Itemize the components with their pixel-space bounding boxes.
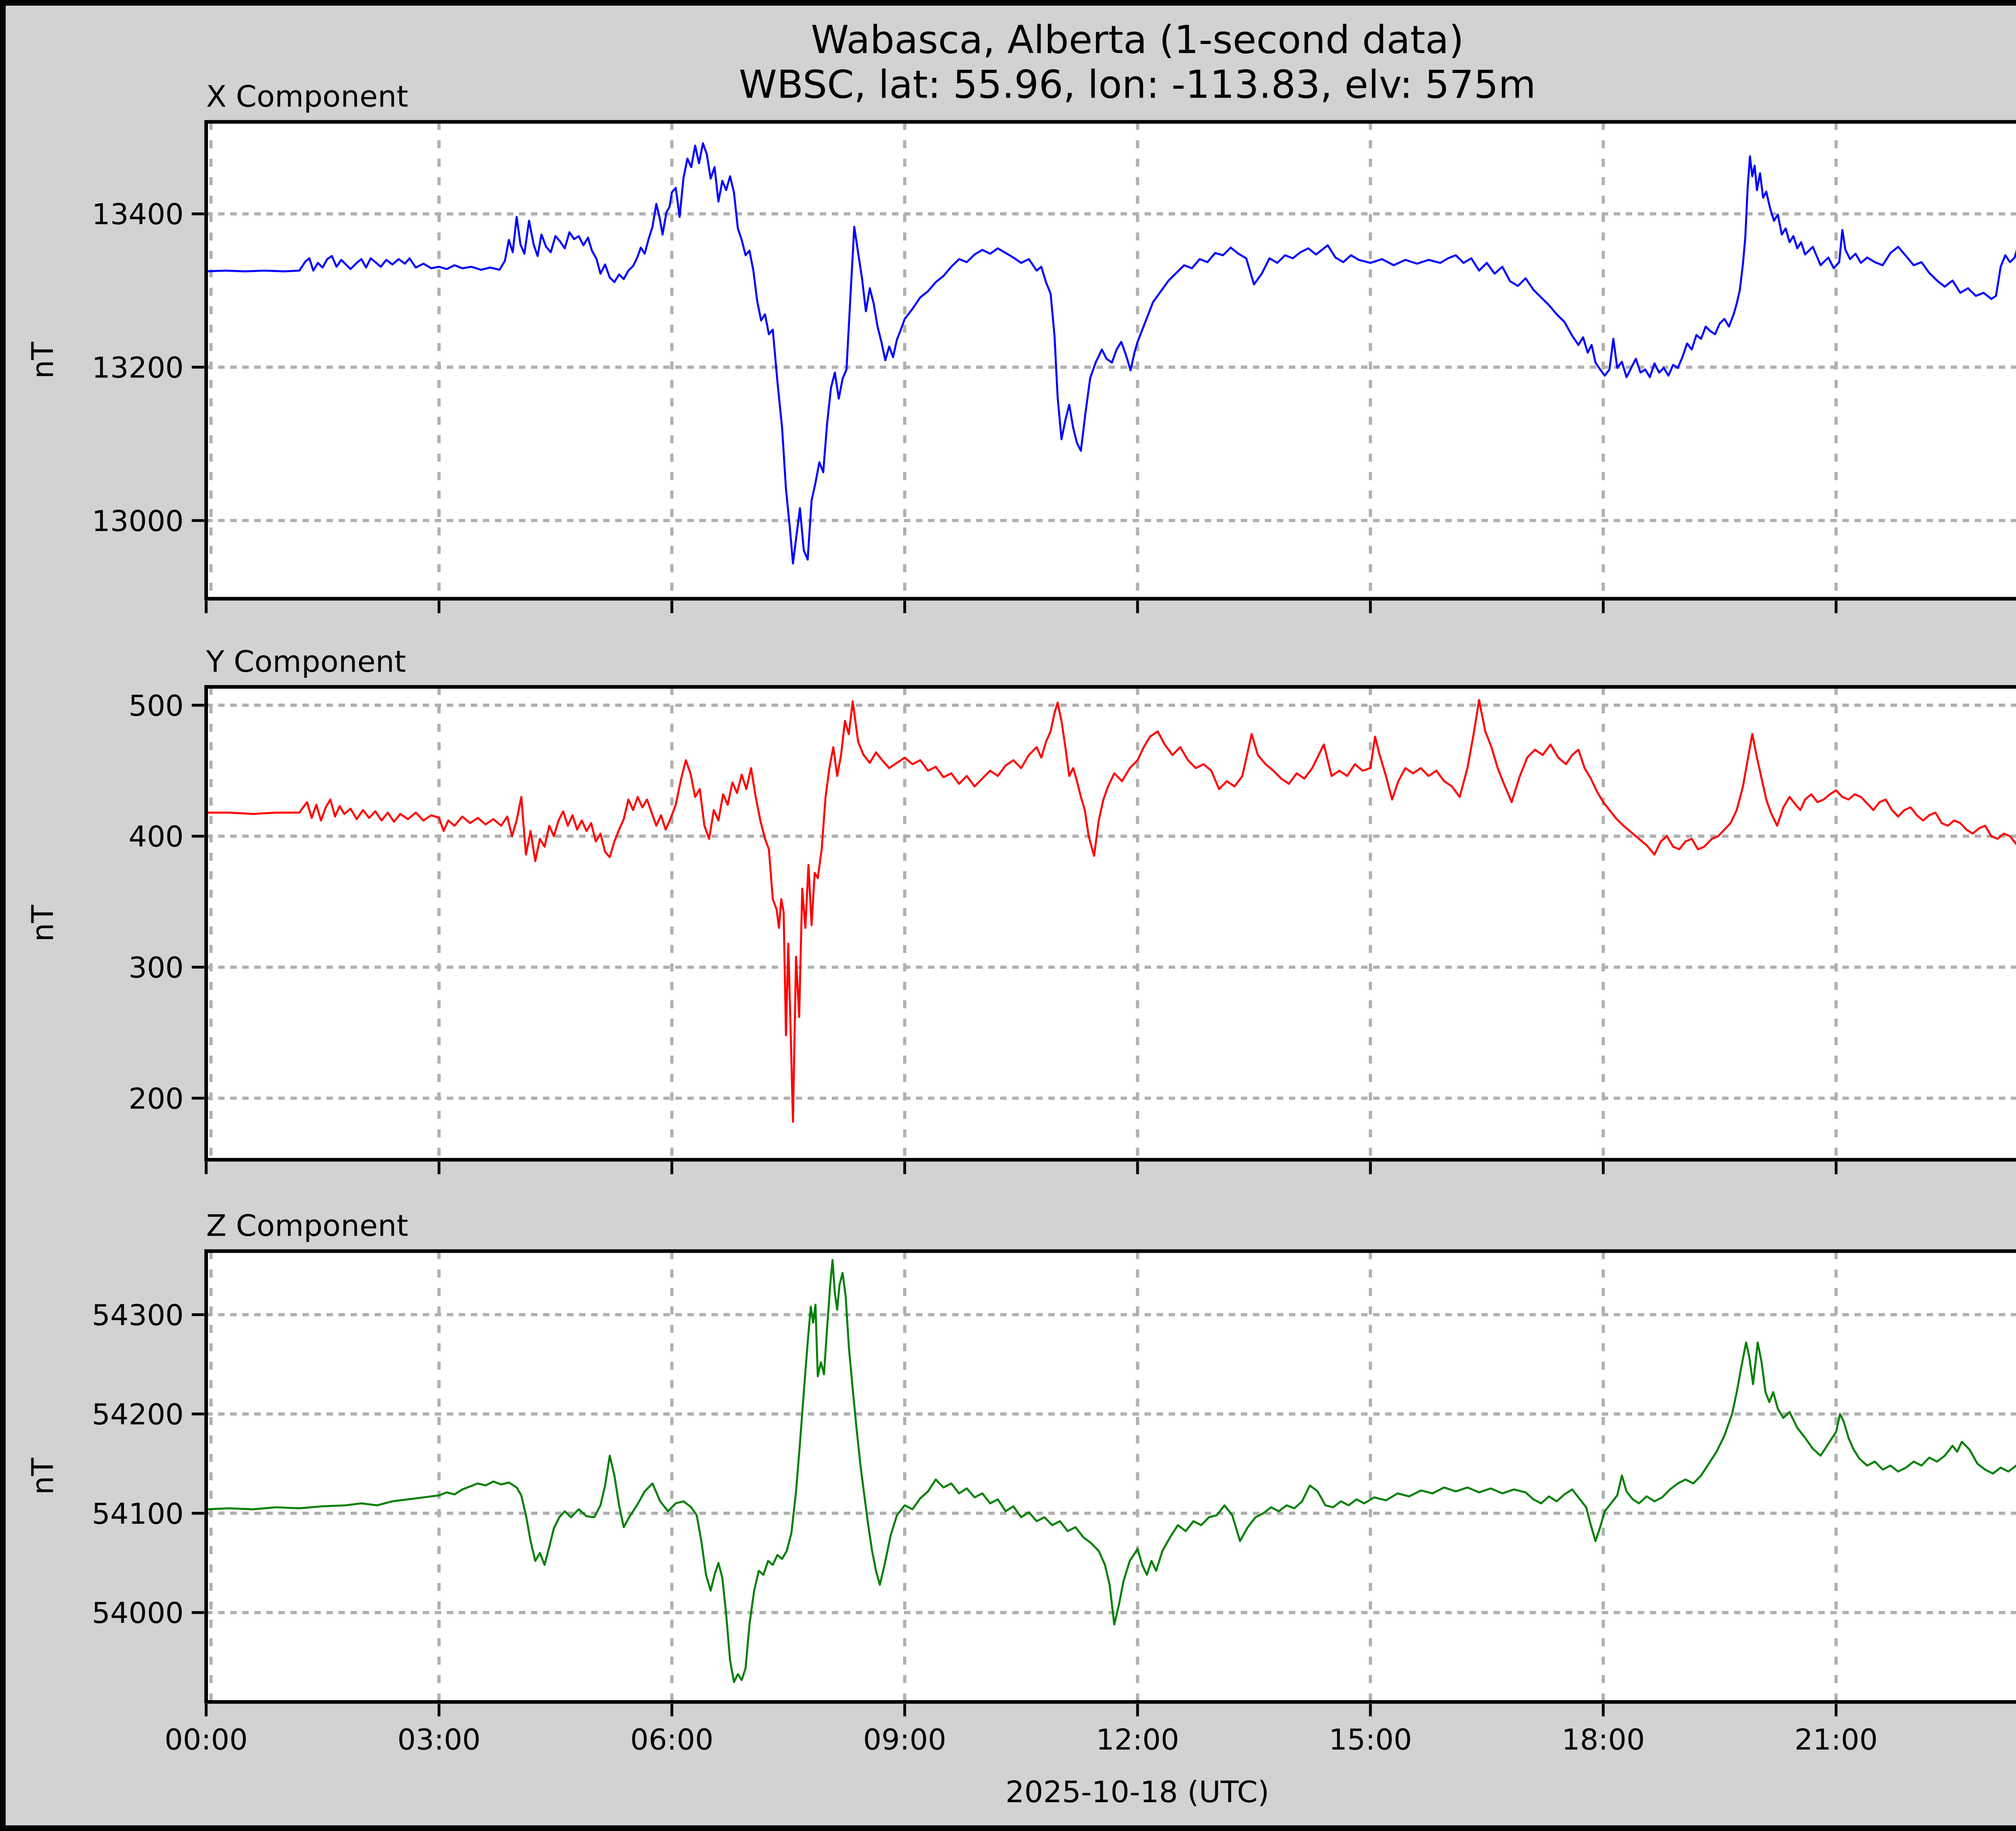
plot-area xyxy=(206,687,2016,1160)
figure-title-line2: WBSC, lat: 55.96, lon: -113.83, elv: 575… xyxy=(739,62,1536,107)
plot-border xyxy=(204,685,2016,1162)
x-tick-label: 12:00 xyxy=(1096,1723,1179,1756)
y-axis-label: nT xyxy=(26,904,60,942)
plot-border xyxy=(204,1249,2016,1704)
plot-layers: 54000 54100 54200 54300 xyxy=(92,1249,2016,1716)
y-tick-label: 54200 xyxy=(92,1398,184,1431)
series-line-z xyxy=(205,1259,2016,1683)
y-tick-label: 300 xyxy=(129,951,184,985)
y-tick-label: 500 xyxy=(129,689,184,723)
subplot-y: 200 300 400 500 Y Component nT xyxy=(26,645,2016,1175)
subplot-title: Z Component xyxy=(206,1209,408,1243)
y-tick-label: 200 xyxy=(129,1082,184,1115)
y-axis-label: nT xyxy=(26,1458,60,1495)
y-tick-label: 400 xyxy=(129,820,184,854)
plot-layers: 13000 13200 13400 xyxy=(92,120,2016,613)
series-line-y xyxy=(205,699,2016,1123)
subplot-x: 13000 13200 13400 X Component nT xyxy=(26,79,2016,613)
x-axis-tick-labels: 00:00 03:00 06:00 09:00 12:00 15:00 18:00 21:00 xyxy=(165,1723,1878,1756)
y-tick-label: 13200 xyxy=(92,351,184,385)
y-tick-label: 54100 xyxy=(92,1497,184,1531)
x-tick-label: 18:00 xyxy=(1562,1723,1645,1756)
series-line-x xyxy=(205,142,2016,565)
y-axis-label: nT xyxy=(26,342,60,379)
x-tick-label: 21:00 xyxy=(1795,1723,1878,1756)
y-tick-label: 13400 xyxy=(92,198,184,231)
plot-layers: 200 300 400 500 xyxy=(129,685,2016,1175)
figure-title-line1: Wabasca, Alberta (1-second data) xyxy=(811,17,1464,62)
x-tick-label: 09:00 xyxy=(863,1723,946,1756)
y-tick-label: 13000 xyxy=(92,504,184,538)
subplot-z: 54000 54100 54200 54300 Z Component nT xyxy=(26,1209,2016,1716)
chart-svg: Wabasca, Alberta (1-second data) WBSC, l… xyxy=(26,17,2016,1809)
y-tick-label: 54300 xyxy=(92,1298,184,1332)
plot-area xyxy=(206,122,2016,599)
x-tick-label: 03:00 xyxy=(398,1723,481,1756)
x-tick-label: 00:00 xyxy=(165,1723,248,1756)
x-tick-label: 15:00 xyxy=(1329,1723,1412,1756)
plot-border xyxy=(204,120,2016,601)
x-axis-title: 2025-10-18 (UTC) xyxy=(1006,1775,1269,1809)
subplot-title: Y Component xyxy=(206,645,406,679)
y-tick-label: 54000 xyxy=(92,1596,184,1630)
plot-area xyxy=(206,1251,2016,1702)
x-tick-label: 06:00 xyxy=(630,1723,713,1756)
subplot-title: X Component xyxy=(206,79,408,114)
